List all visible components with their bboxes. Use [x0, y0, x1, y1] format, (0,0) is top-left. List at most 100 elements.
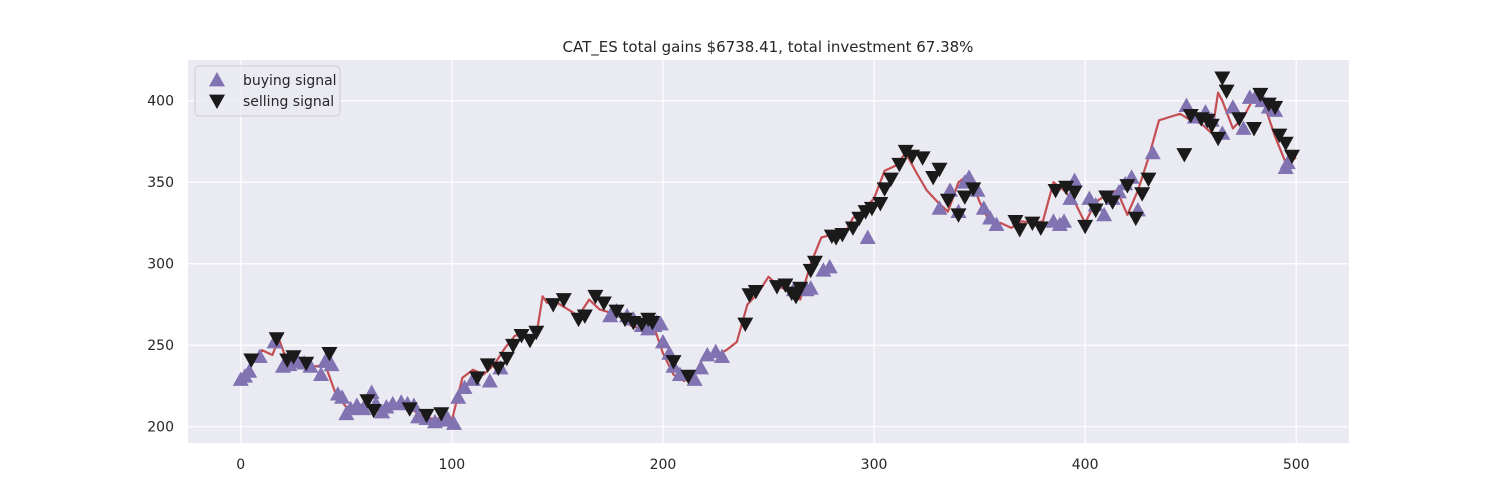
buy-marker — [652, 316, 669, 331]
buy-marker — [1178, 97, 1195, 113]
sell-marker — [587, 289, 604, 305]
sell-marker — [680, 369, 697, 385]
plot-layer — [232, 71, 1301, 430]
sell-marker — [1277, 136, 1294, 152]
sell-marker — [1007, 214, 1024, 230]
legend: buying signal selling signal — [194, 65, 341, 117]
legend-sell-marker — [209, 94, 225, 109]
sell-marker — [950, 208, 967, 223]
sell-marker — [498, 351, 515, 367]
sell-marker — [1252, 87, 1269, 103]
sell-marker — [747, 285, 764, 300]
sell-marker — [576, 309, 593, 324]
buy-marker — [714, 348, 731, 364]
y-tick-label: 350 — [147, 175, 174, 191]
buy-marker — [1144, 144, 1161, 160]
buy-marker — [312, 366, 329, 381]
sell-marker — [528, 325, 545, 341]
sell-marker — [1024, 216, 1041, 231]
buy-marker — [456, 379, 473, 394]
sell-marker — [505, 338, 522, 354]
buy-marker — [654, 333, 671, 349]
sell-marker — [872, 197, 889, 212]
sell-marker — [243, 353, 260, 368]
x-tick-label: 400 — [1072, 457, 1099, 473]
sell-marker — [608, 304, 625, 319]
sell-marker — [1271, 128, 1288, 143]
sell-marker — [876, 182, 893, 197]
sell-marker — [939, 193, 956, 209]
sell-marker — [1066, 185, 1083, 201]
x-tick-label: 0 — [236, 457, 245, 473]
buy-marker — [481, 373, 498, 388]
sell-marker — [418, 408, 435, 424]
x-tick-label: 500 — [1283, 457, 1310, 473]
sell-marker — [1140, 172, 1157, 187]
sell-marker — [401, 402, 418, 417]
sell-marker — [1058, 180, 1075, 196]
sell-marker — [882, 172, 899, 187]
buy-marker — [450, 389, 467, 404]
sell-marker — [1032, 221, 1049, 236]
sell-marker — [321, 346, 338, 362]
sell-marker — [737, 317, 754, 333]
sell-marker — [1134, 187, 1151, 202]
buy-marker — [241, 363, 258, 378]
sell-marker — [956, 190, 973, 205]
buy-marker — [1062, 190, 1079, 205]
sell-marker — [359, 394, 376, 409]
buy-marker — [1056, 213, 1073, 228]
sell-marker — [595, 296, 612, 311]
buy-marker — [1110, 184, 1127, 199]
y-tick-label: 200 — [147, 420, 174, 436]
sell-marker — [914, 151, 931, 166]
sell-marker — [891, 157, 908, 173]
buy-marker — [942, 182, 959, 197]
buy-marker — [334, 389, 351, 404]
sell-marker — [792, 281, 809, 297]
sell-marker — [1047, 183, 1064, 199]
sell-marker — [1176, 148, 1193, 163]
buy-marker — [1279, 154, 1296, 170]
buy-marker — [355, 400, 372, 416]
sell-marker — [521, 333, 538, 349]
sell-marker — [1203, 118, 1220, 134]
sell-marker — [1011, 223, 1028, 238]
x-tick-label: 200 — [650, 457, 677, 473]
sell-marker — [1104, 195, 1121, 210]
sell-marker — [965, 182, 982, 197]
buy-marker — [1224, 99, 1241, 114]
sell-marker — [644, 315, 661, 331]
buy-marker — [1235, 120, 1252, 135]
sell-marker — [433, 407, 450, 422]
legend-buy-marker — [209, 72, 225, 87]
y-tick-label: 250 — [147, 338, 174, 354]
sell-marker — [298, 356, 315, 372]
buy-marker — [931, 200, 948, 215]
buy-marker — [988, 216, 1005, 232]
x-tick-label: 300 — [861, 457, 888, 473]
buy-marker — [821, 258, 838, 274]
sell-marker — [1210, 131, 1227, 147]
sell-marker — [1267, 100, 1284, 116]
sell-marker — [1119, 179, 1136, 194]
buy-marker — [961, 169, 978, 184]
sell-marker — [665, 355, 682, 370]
sell-marker — [863, 201, 880, 217]
sell-marker — [1127, 211, 1144, 227]
sell-marker — [268, 332, 285, 347]
sell-marker — [469, 371, 486, 386]
sell-marker — [925, 170, 942, 186]
sell-marker — [365, 404, 382, 419]
sell-marker — [1246, 122, 1263, 137]
chart-title: CAT_ES total gains $6738.41, total inves… — [563, 38, 974, 57]
grid — [188, 60, 1349, 443]
sell-marker — [931, 162, 948, 178]
legend-box — [194, 65, 341, 117]
plot-area — [188, 60, 1349, 443]
buy-marker — [692, 360, 709, 375]
sell-marker — [806, 255, 823, 271]
buy-marker — [1096, 206, 1113, 222]
sell-marker — [285, 350, 302, 365]
